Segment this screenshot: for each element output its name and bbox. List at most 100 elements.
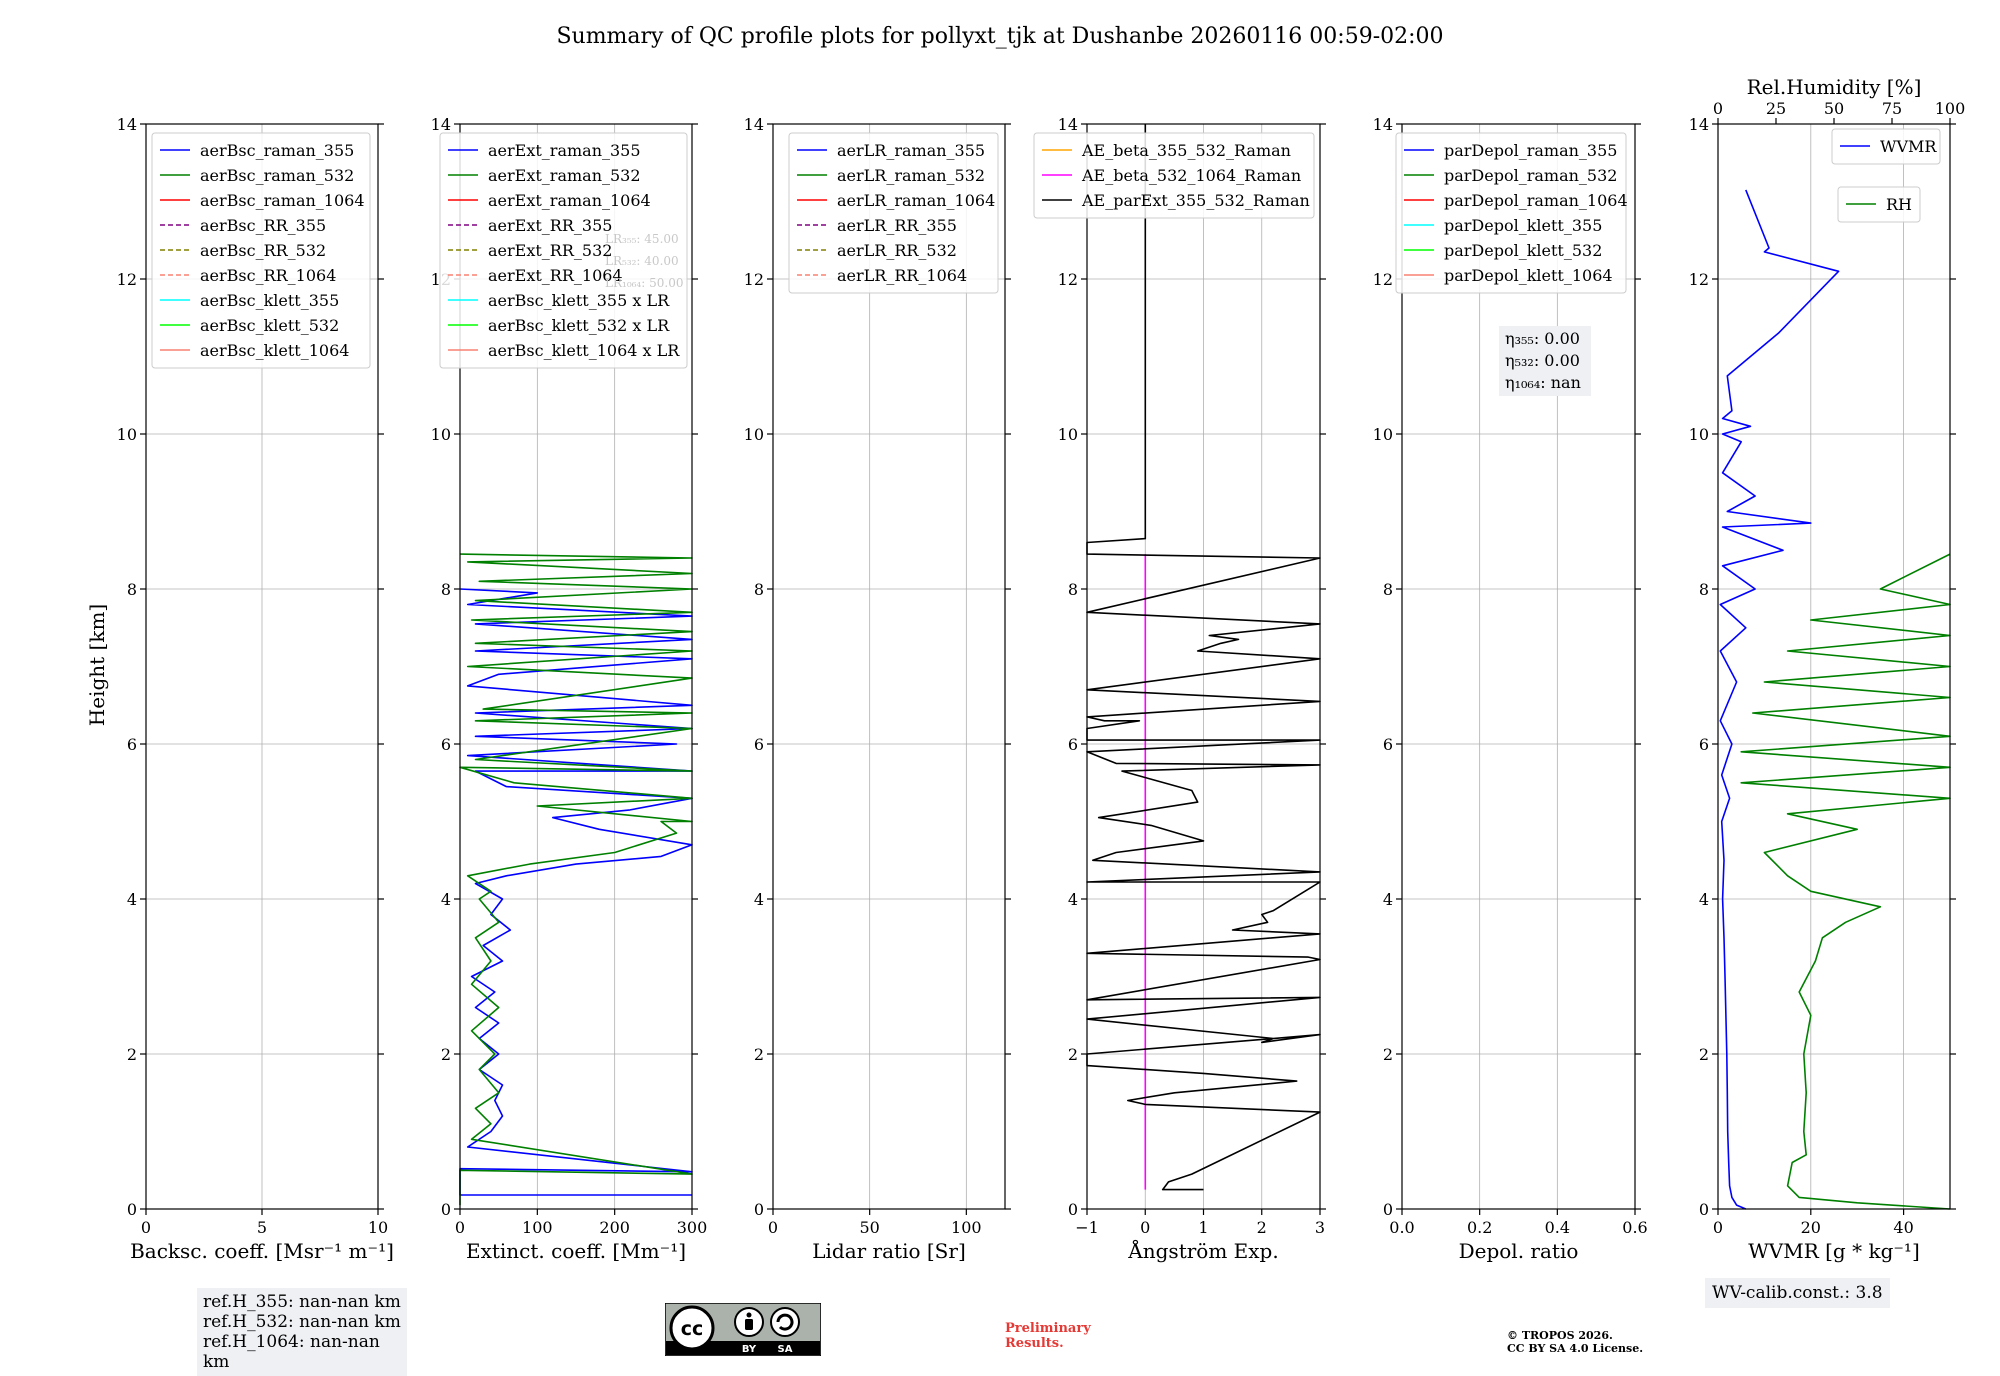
legend-label: aerBsc_RR_532 <box>200 241 326 260</box>
axes-frame <box>772 123 1006 1210</box>
x2-tick-label: 0 <box>1713 99 1723 118</box>
y-tick-label: 14 <box>1689 115 1709 134</box>
legend-label: aerBsc_klett_355 x LR <box>488 291 670 310</box>
x-tick-label: 5 <box>257 1218 267 1237</box>
legend: aerLR_raman_355 aerLR_raman_532 aerLR_rama… <box>788 132 999 294</box>
x-tick-label: 10 <box>368 1218 388 1237</box>
legend-label: WVMR <box>1880 137 1937 156</box>
legend-label: RH <box>1886 195 1912 214</box>
x-tick-label: 0.4 <box>1545 1218 1570 1237</box>
legend-label: aerLR_raman_1064 <box>837 191 995 210</box>
wv-calib-text: WV-calib.const.: 3.8 <box>1712 1283 1883 1303</box>
annotation-bg <box>1499 326 1591 396</box>
y-tick-label: 6 <box>754 735 764 754</box>
y-tick-label: 12 <box>744 270 764 289</box>
y-tick-label: 6 <box>127 735 137 754</box>
x-tick-label: 2 <box>1257 1218 1267 1237</box>
x2-tick-label: 50 <box>1824 99 1844 118</box>
y-tick-label: 8 <box>754 580 764 599</box>
legend-label: aerExt_RR_355 <box>488 216 612 235</box>
y-tick-label: 14 <box>431 115 451 134</box>
legend-label: aerLR_RR_532 <box>837 241 957 260</box>
legend-label: aerLR_RR_355 <box>837 216 957 235</box>
x-tick-label: 1 <box>1198 1218 1208 1237</box>
y-tick-label: 0 <box>127 1200 137 1219</box>
y-tick-label: 4 <box>127 890 137 909</box>
legend-frame <box>439 132 688 369</box>
legend-label: AE_parExt_355_532_Raman <box>1081 191 1310 210</box>
y-tick-label: 12 <box>1058 270 1078 289</box>
y-tick-label: 10 <box>431 425 451 444</box>
legend-frame <box>1831 128 1941 165</box>
cc-logo-text: cc <box>681 1318 704 1340</box>
legend-label: aerBsc_klett_355 <box>200 291 339 310</box>
y-tick-label: 2 <box>754 1045 764 1064</box>
annotation-box: η₃₅₅: 0.00 η₅₃₂: 0.00 η₁₀₆₄: nan <box>1499 326 1591 396</box>
badge-sa-text: SA <box>778 1344 793 1355</box>
legend-frame <box>1395 132 1627 294</box>
legend-label: parDepol_raman_355 <box>1444 141 1617 160</box>
x-axis-label: Depol. ratio <box>1459 1239 1579 1263</box>
axes-frame <box>1401 123 1636 1210</box>
x-tick-label: 20 <box>1801 1218 1821 1237</box>
x-tick-label: 0 <box>455 1218 465 1237</box>
legend-label: AE_beta_532_1064_Raman <box>1081 166 1301 185</box>
copyright-line-2: CC BY SA 4.0 License. <box>1507 1342 1644 1355</box>
cc-logo-icon <box>669 1305 715 1351</box>
share-alike-icon <box>770 1307 800 1337</box>
x-tick-label: 0.0 <box>1389 1218 1414 1237</box>
legend-label: parDepol_raman_1064 <box>1444 191 1628 210</box>
series-AE_parExt_355_532_Raman <box>1086 124 1321 1191</box>
legend-frame <box>788 132 999 294</box>
y-tick-label: 10 <box>1058 425 1078 444</box>
x-tick-label: 100 <box>522 1218 553 1237</box>
y-tick-label: 4 <box>1383 890 1393 909</box>
legend-label: aerBsc_klett_532 x LR <box>488 316 670 335</box>
x-tick-label: 0.2 <box>1467 1218 1492 1237</box>
x2-tick-label: 75 <box>1882 99 1902 118</box>
y-tick-label: 10 <box>1689 425 1709 444</box>
figure-title: Summary of QC profile plots for pollyxt_… <box>556 24 1443 49</box>
y-tick-label: 8 <box>1068 580 1078 599</box>
x2-tick-label: 100 <box>1935 99 1966 118</box>
annotation-text: η₃₅₅: 0.00 <box>1505 329 1580 348</box>
annotation-text: LR₅₃₂: 40.00 <box>605 254 679 268</box>
legend-label: aerBsc_raman_355 <box>200 141 354 160</box>
series-RH <box>1740 553 1951 1210</box>
ref-height-1064: ref.H_1064: nan-nan km <box>203 1332 380 1372</box>
legend-frame <box>1033 132 1315 219</box>
legend-label: aerExt_raman_355 <box>488 141 641 160</box>
series-aerExt_raman_532 <box>459 553 693 1206</box>
axes-frame <box>1717 123 1951 1210</box>
y-tick-label: 4 <box>1699 890 1709 909</box>
annotation-text: η₅₃₂: 0.00 <box>1505 351 1580 370</box>
x-axis-label: Extinct. coeff. [Mm⁻¹] <box>466 1239 686 1263</box>
y-tick-label: 2 <box>1699 1045 1709 1064</box>
annotation-text: η₁₀₆₄: nan <box>1505 373 1581 392</box>
badge-by-text: BY <box>742 1344 757 1355</box>
x-axis-label: Lidar ratio [Sr] <box>812 1239 966 1263</box>
annotation-text: LR₁₀₆₄: 50.00 <box>605 276 683 290</box>
legend: aerBsc_raman_355 aerBsc_raman_532 aerBsc_r… <box>151 132 371 369</box>
y-tick-label: 10 <box>1373 425 1393 444</box>
y-tick-label: 4 <box>754 890 764 909</box>
legend: AE_beta_355_532_Raman AE_beta_532_1064_Ra… <box>1033 132 1315 219</box>
preliminary-line-2: Results. <box>1005 1336 1064 1351</box>
legend: RH <box>1837 186 1921 223</box>
y-tick-label: 2 <box>441 1045 451 1064</box>
y-tick-label: 10 <box>117 425 137 444</box>
y-tick-label: 8 <box>441 580 451 599</box>
legend-label: aerBsc_RR_1064 <box>200 266 336 285</box>
y-tick-label: 12 <box>117 270 137 289</box>
legend-label: aerBsc_RR_355 <box>200 216 326 235</box>
preliminary-results-note: Preliminary Results. <box>1005 1321 1091 1351</box>
legend-label: aerBsc_klett_532 <box>200 316 339 335</box>
legend-label: aerBsc_raman_1064 <box>200 191 365 210</box>
series-WVMR <box>1719 189 1840 1210</box>
y-axis-label: Height [km] <box>85 604 109 726</box>
legend-label: aerLR_raman_355 <box>837 141 985 160</box>
legend-frame <box>151 132 371 369</box>
legend-label: aerExt_raman_1064 <box>488 191 651 210</box>
y-tick-label: 12 <box>1373 270 1393 289</box>
